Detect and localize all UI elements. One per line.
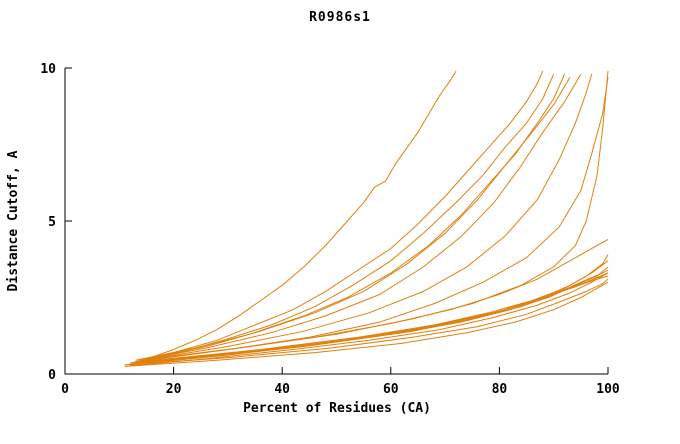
- x-axis-label: Percent of Residues (CA): [243, 401, 431, 416]
- curve-06: [140, 73, 582, 361]
- plot-area: 0 20 40 60 80 100 0 5 10: [40, 62, 620, 397]
- x-tick-label: 20: [166, 382, 182, 397]
- curve-20: [140, 71, 609, 361]
- curve-05: [146, 76, 571, 360]
- x-tick-label: 80: [492, 382, 508, 397]
- axis-lines: [64, 68, 608, 375]
- x-tick-label: 40: [274, 382, 290, 397]
- curve-18: [130, 278, 609, 366]
- x-tick-label: 60: [383, 382, 399, 397]
- curve-03: [140, 73, 555, 363]
- curve-01: [130, 70, 457, 364]
- curve-17: [124, 281, 609, 367]
- curve-08: [146, 77, 609, 361]
- curve-04: [135, 73, 566, 361]
- curve-02: [135, 70, 544, 363]
- curve-13: [135, 272, 609, 363]
- chart-title: R0986s1: [309, 10, 371, 25]
- y-tick-label: 0: [48, 368, 56, 383]
- y-axis-label: Distance Cutoff, A: [6, 150, 21, 291]
- curve-07: [151, 73, 593, 360]
- curve-15: [124, 272, 609, 367]
- x-tick-label: 100: [596, 382, 620, 397]
- x-tick-label: 0: [61, 382, 69, 397]
- y-tick-label: 10: [40, 62, 56, 77]
- y-tick-label: 5: [48, 215, 56, 230]
- curve-16: [130, 272, 609, 366]
